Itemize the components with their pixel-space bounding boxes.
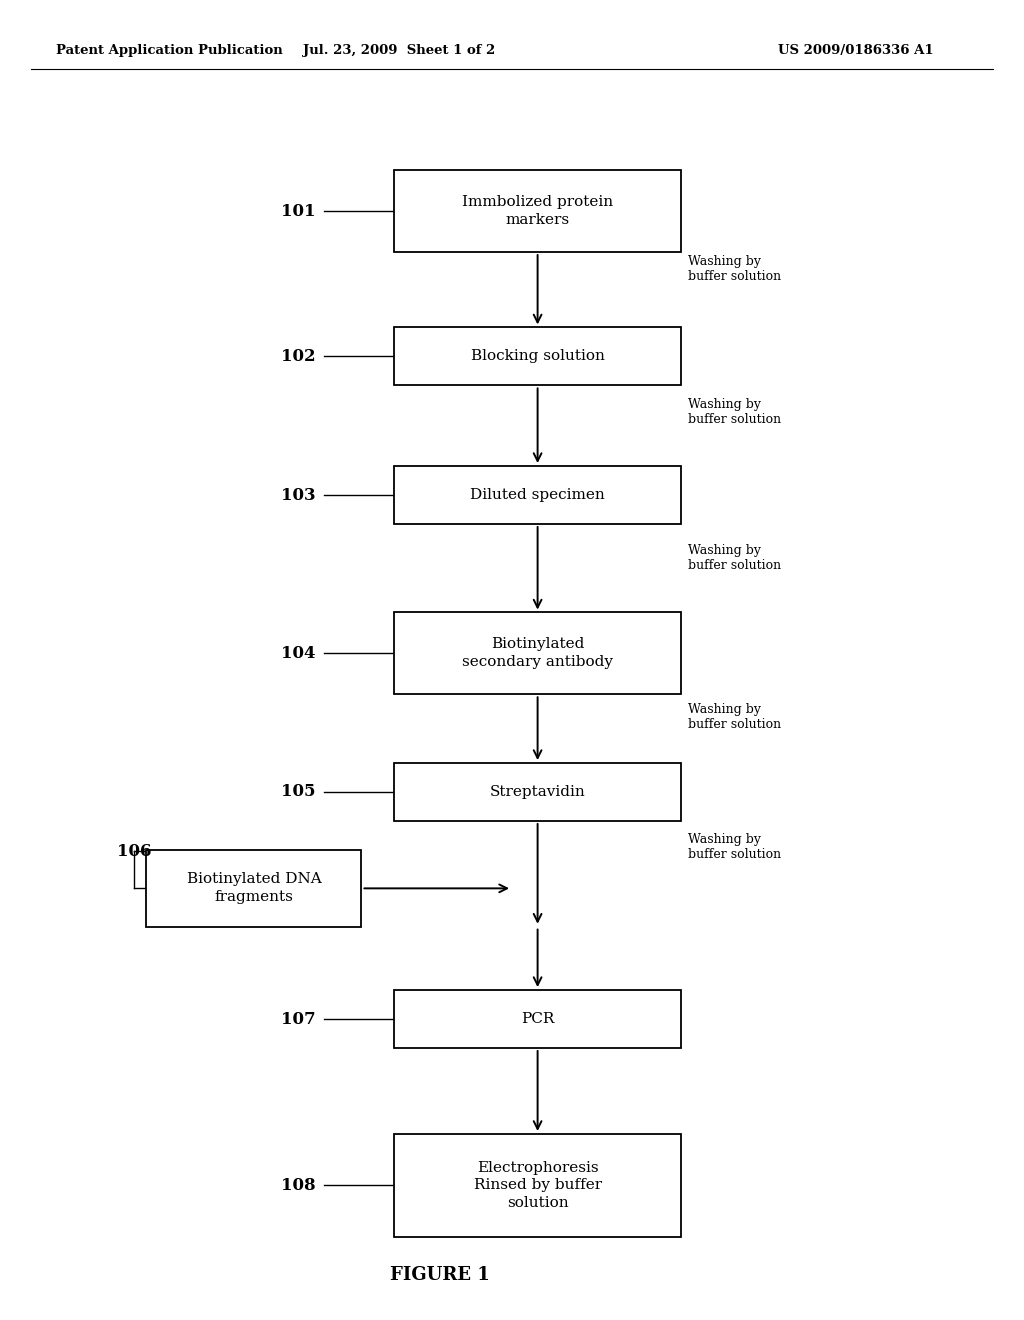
- Text: 103: 103: [281, 487, 315, 503]
- Bar: [394, 327, 681, 385]
- Text: Patent Application Publication: Patent Application Publication: [56, 44, 283, 57]
- Text: US 2009/0186336 A1: US 2009/0186336 A1: [778, 44, 934, 57]
- Text: PCR: PCR: [521, 1012, 554, 1026]
- Bar: [394, 466, 681, 524]
- Text: Washing by
buffer solution: Washing by buffer solution: [688, 397, 781, 426]
- Text: Diluted specimen: Diluted specimen: [470, 488, 605, 502]
- Bar: [394, 612, 681, 694]
- Text: 102: 102: [281, 348, 315, 364]
- Text: Washing by
buffer solution: Washing by buffer solution: [688, 255, 781, 284]
- Text: Streptavidin: Streptavidin: [489, 785, 586, 799]
- Text: 108: 108: [281, 1177, 315, 1193]
- Text: Blocking solution: Blocking solution: [471, 350, 604, 363]
- Text: Electrophoresis
Rinsed by buffer
solution: Electrophoresis Rinsed by buffer solutio…: [473, 1160, 602, 1210]
- Text: Immbolized protein
markers: Immbolized protein markers: [462, 195, 613, 227]
- Text: 101: 101: [281, 203, 315, 219]
- Text: Washing by
buffer solution: Washing by buffer solution: [688, 833, 781, 862]
- Bar: [394, 170, 681, 252]
- Bar: [146, 850, 361, 927]
- Text: 107: 107: [281, 1011, 315, 1027]
- Text: Washing by
buffer solution: Washing by buffer solution: [688, 544, 781, 573]
- Text: Biotinylated DNA
fragments: Biotinylated DNA fragments: [186, 873, 322, 904]
- Text: Jul. 23, 2009  Sheet 1 of 2: Jul. 23, 2009 Sheet 1 of 2: [303, 44, 496, 57]
- Bar: [394, 763, 681, 821]
- Bar: [394, 990, 681, 1048]
- Text: 104: 104: [281, 645, 315, 661]
- Text: 106: 106: [117, 843, 152, 859]
- Text: Washing by
buffer solution: Washing by buffer solution: [688, 702, 781, 731]
- Bar: [394, 1134, 681, 1237]
- Text: Biotinylated
secondary antibody: Biotinylated secondary antibody: [462, 638, 613, 669]
- Text: FIGURE 1: FIGURE 1: [390, 1266, 490, 1284]
- Text: 105: 105: [281, 784, 315, 800]
